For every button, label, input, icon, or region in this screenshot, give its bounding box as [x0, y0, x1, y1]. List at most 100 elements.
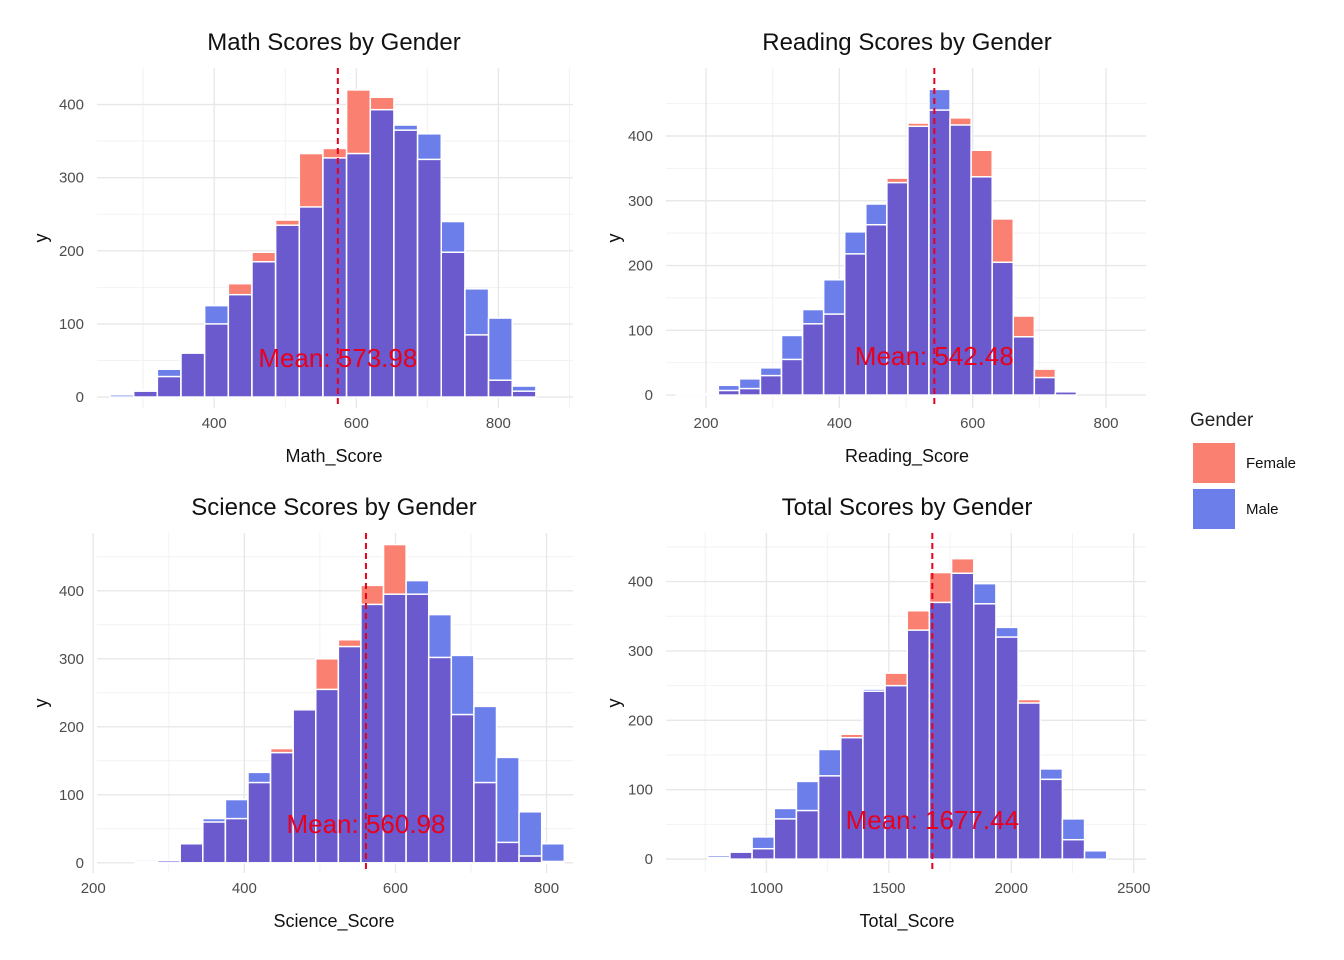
y-tick-label: 100 [628, 782, 653, 799]
y-tick-label: 200 [59, 243, 84, 260]
histogram-bar-overlap [292, 709, 317, 864]
histogram-bar-overlap [817, 775, 842, 860]
histogram-bar-overlap [759, 374, 783, 396]
histogram-bar-overlap [717, 389, 741, 396]
x-tick-label: 1000 [750, 880, 783, 897]
histogram-bar-overlap [464, 334, 490, 398]
histogram-bar-top [540, 843, 566, 864]
x-tick-label: 2000 [995, 880, 1028, 897]
y-tick-label: 0 [76, 855, 84, 872]
histogram-bar-overlap [247, 781, 272, 864]
histogram-bar-overlap [751, 847, 776, 860]
panel-title: Science Scores by Gender [191, 494, 476, 521]
chart-panel-2: Mean: 542.48 200 400 600 800 0 100 200 300 400 Rea… [604, 29, 1146, 467]
histogram-bar-overlap [840, 736, 864, 860]
y-tick-label: 400 [628, 574, 653, 591]
histogram-bar-overlap [1039, 778, 1064, 860]
legend-title: Gender [1190, 410, 1254, 431]
histogram-bar-overlap [707, 856, 731, 860]
y-tick-label: 300 [59, 170, 84, 187]
legend-label-female: Female [1246, 455, 1297, 472]
x-axis-label: Science_Score [273, 911, 394, 932]
panel-title: Math Scores by Gender [207, 29, 460, 56]
x-tick-label: 1500 [872, 880, 905, 897]
histogram-bar-overlap [251, 261, 277, 398]
x-axis-label: Math_Score [285, 446, 382, 467]
legend-label-male: Male [1246, 501, 1279, 518]
histogram-bar-overlap [518, 855, 543, 864]
panel-title: Reading Scores by Gender [762, 29, 1052, 56]
histogram-bar-overlap [440, 251, 466, 398]
x-tick-label: 400 [232, 880, 257, 897]
x-tick-label: 400 [202, 415, 227, 432]
histogram-bar-overlap [180, 352, 206, 398]
mean-label: Mean: 1677.44 [846, 805, 1019, 835]
histogram-bar-overlap [795, 809, 820, 860]
x-axis-label: Reading_Score [845, 446, 969, 467]
y-axis-label: y [31, 234, 51, 243]
histogram-bar-overlap [773, 818, 798, 860]
y-axis-label: y [604, 234, 624, 243]
histogram-bar-overlap [801, 323, 825, 396]
x-tick-label: 800 [486, 415, 511, 432]
y-tick-label: 400 [59, 583, 84, 600]
x-tick-label: 600 [344, 415, 369, 432]
histogram-bar-overlap [179, 843, 204, 864]
histogram-bar-overlap [416, 158, 442, 398]
histogram-bar-overlap [156, 860, 181, 864]
y-tick-label: 100 [59, 787, 84, 804]
x-tick-label: 600 [960, 415, 985, 432]
y-tick-label: 0 [645, 387, 653, 404]
histogram-bar-top [675, 393, 699, 396]
histogram-bar-overlap [224, 817, 249, 864]
legend-item-female: Female [1190, 443, 1330, 483]
chart-panel-3: Mean: 560.98 200 400 600 800 0 100 200 300 400 Sci… [31, 494, 573, 932]
histogram-bar-overlap [495, 841, 520, 864]
y-tick-label: 200 [628, 712, 653, 729]
histogram-bar-overlap [540, 860, 566, 864]
histogram-bar-overlap [511, 390, 537, 398]
mean-label: Mean: 560.98 [286, 809, 445, 839]
x-tick-label: 800 [1093, 415, 1118, 432]
legend-item-male: Male [1190, 489, 1330, 529]
histogram-bar-overlap [202, 821, 227, 864]
x-tick-label: 600 [383, 880, 408, 897]
y-tick-label: 100 [59, 316, 84, 333]
y-tick-label: 300 [628, 643, 653, 660]
y-axis-label: y [31, 699, 51, 708]
histogram-bar-overlap [156, 375, 182, 398]
histogram-bar-overlap [269, 751, 294, 864]
x-tick-label: 800 [534, 880, 559, 897]
panel-title: Total Scores by Gender [782, 494, 1033, 521]
histogram-bar-overlap [1061, 838, 1086, 860]
y-axis-label: y [604, 699, 624, 708]
y-tick-label: 0 [645, 851, 653, 868]
legend-swatch-male [1193, 489, 1235, 529]
mean-label: Mean: 573.98 [258, 343, 417, 373]
mean-label: Mean: 542.48 [855, 341, 1014, 371]
histogram-bar-top [696, 393, 720, 396]
x-tick-label: 200 [693, 415, 718, 432]
x-tick-label: 2500 [1117, 880, 1150, 897]
histogram-bar-overlap [132, 390, 159, 398]
y-tick-label: 400 [59, 97, 84, 114]
histogram-bar-top [109, 394, 135, 398]
histogram-bar-overlap [134, 860, 159, 864]
histogram-bar-overlap [729, 851, 753, 860]
y-tick-label: 100 [628, 322, 653, 339]
histogram-bar-overlap [1012, 336, 1036, 396]
histogram-bar-overlap [780, 358, 804, 396]
x-tick-label: 400 [827, 415, 852, 432]
legend-swatch-female [1193, 443, 1235, 483]
x-tick-label: 200 [81, 880, 106, 897]
y-tick-label: 400 [628, 128, 653, 145]
y-tick-label: 200 [628, 258, 653, 275]
histogram-bar-overlap [1033, 376, 1057, 396]
histogram-bar-top [518, 811, 543, 864]
histogram-bar-overlap [843, 253, 867, 396]
histogram-bar-overlap [487, 379, 513, 398]
y-tick-label: 0 [76, 389, 84, 406]
histogram-bar-overlap [991, 261, 1015, 396]
histogram-bar-overlap [473, 781, 498, 864]
